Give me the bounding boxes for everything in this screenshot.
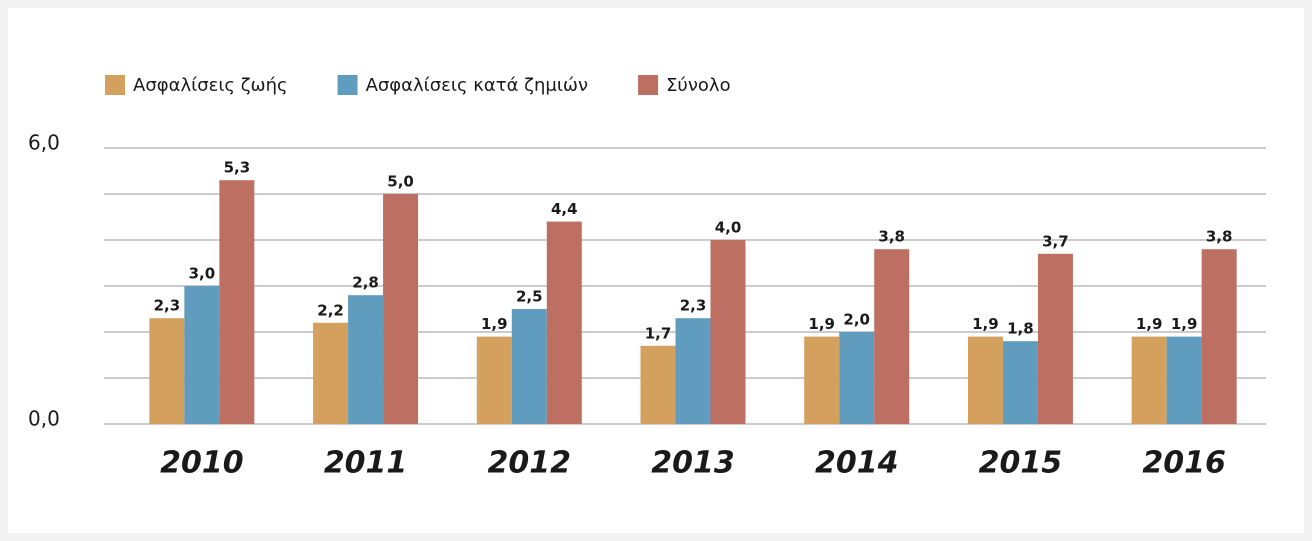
data-label: 3,8 xyxy=(1206,228,1233,246)
bar xyxy=(476,336,512,424)
bar xyxy=(640,345,676,424)
data-label: 1,9 xyxy=(972,315,999,333)
data-label: 3,8 xyxy=(878,228,905,246)
bar xyxy=(546,221,582,424)
x-tick-label: 2014 xyxy=(815,446,899,481)
data-label: 4,0 xyxy=(715,219,742,237)
legend-swatch xyxy=(105,75,125,95)
data-label: 5,0 xyxy=(387,173,414,191)
data-label: 1,9 xyxy=(1171,315,1198,333)
data-label: 1,9 xyxy=(808,315,835,333)
data-label: 2,3 xyxy=(154,297,181,315)
data-label: 2,3 xyxy=(680,297,707,315)
data-label: 2,2 xyxy=(317,301,344,319)
bar xyxy=(967,336,1003,424)
data-label: 1,9 xyxy=(1136,315,1163,333)
bar xyxy=(149,318,185,424)
bar xyxy=(1166,336,1202,424)
bar xyxy=(511,309,547,424)
bar xyxy=(184,286,220,424)
bar xyxy=(804,336,840,424)
data-label: 1,8 xyxy=(1007,320,1034,338)
data-label: 1,9 xyxy=(481,315,508,333)
bar xyxy=(348,295,384,424)
legend-swatch xyxy=(337,75,358,95)
bar xyxy=(383,194,419,424)
bar xyxy=(710,240,746,424)
data-label: 4,4 xyxy=(551,200,578,218)
bar xyxy=(1002,341,1038,424)
x-tick-label: 2012 xyxy=(488,446,572,481)
legend-swatch xyxy=(638,75,659,95)
legend-label: Ασφαλίσεις ζωής xyxy=(133,75,288,96)
data-label: 3,7 xyxy=(1042,232,1069,250)
bar xyxy=(675,318,711,424)
legend-label: Ασφαλίσεις κατά ζημιών xyxy=(366,75,589,96)
x-tick-label: 2011 xyxy=(324,446,408,481)
x-tick-label: 2016 xyxy=(1142,446,1226,481)
bar xyxy=(313,322,349,424)
bar xyxy=(839,332,875,424)
x-tick-label: 2015 xyxy=(979,446,1063,481)
data-label: 2,5 xyxy=(516,288,543,306)
bar xyxy=(1131,336,1167,424)
bar xyxy=(1037,253,1073,424)
data-label: 5,3 xyxy=(224,159,251,177)
x-tick-label: 2010 xyxy=(160,446,244,481)
bar xyxy=(874,249,910,424)
data-label: 2,8 xyxy=(352,274,379,292)
x-tick-label: 2013 xyxy=(651,446,735,481)
bar xyxy=(219,180,255,424)
bar xyxy=(1201,249,1237,424)
data-label: 2,0 xyxy=(843,311,870,329)
y-tick-label: 6,0 xyxy=(28,131,60,155)
y-tick-label: 0,0 xyxy=(28,407,60,431)
data-label: 1,7 xyxy=(645,324,672,342)
legend-label: Σύνολο xyxy=(666,75,731,96)
data-label: 3,0 xyxy=(189,265,216,283)
